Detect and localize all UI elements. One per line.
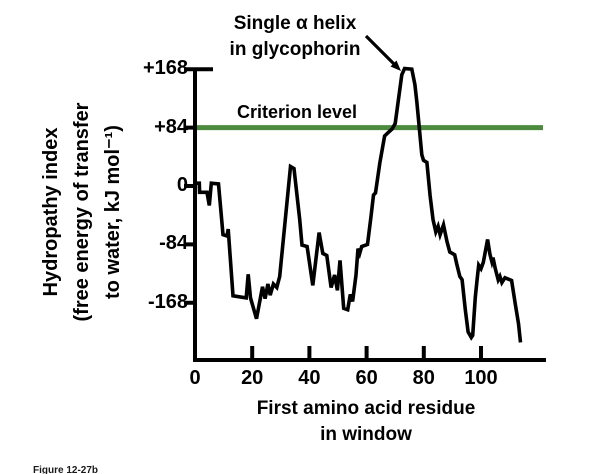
y-tick-label: 0 (176, 174, 188, 196)
y-tick-label: +168 (142, 57, 188, 80)
x-axis-title-line1: First amino acid residue (256, 398, 476, 419)
peak-annotation-line1: Single α helix (233, 13, 357, 34)
annotation-arrowhead-icon (390, 60, 401, 71)
x-axis-title: First amino acid residue in window (216, 396, 516, 448)
annotation-arrow-line (364, 34, 396, 66)
y-tick-label: -84 (159, 232, 188, 255)
y-tick-label: -168 (147, 290, 188, 313)
x-tick-label: 80 (412, 367, 435, 389)
x-tick-label: 60 (355, 367, 378, 389)
hydropathy-curve (195, 66, 523, 343)
y-axis-title-line2: (free energy of transfer (71, 102, 93, 322)
figure-caption: Figure 12-27b (33, 465, 99, 474)
x-axis-title-line2: in window (320, 424, 412, 445)
x-tick-label: 0 (189, 367, 201, 389)
y-tick-label: +84 (154, 115, 188, 138)
x-tick-label: 20 (241, 367, 264, 389)
criterion-level-label: Criterion level (237, 102, 358, 122)
peak-annotation: Single α helix in glycophorin (195, 11, 395, 63)
x-tick-label: 40 (298, 367, 321, 389)
x-tick-label: 100 (464, 367, 498, 389)
y-axis-title-line1: Hydropathy index (40, 127, 62, 297)
peak-annotation-line2: in glycophorin (229, 39, 361, 60)
